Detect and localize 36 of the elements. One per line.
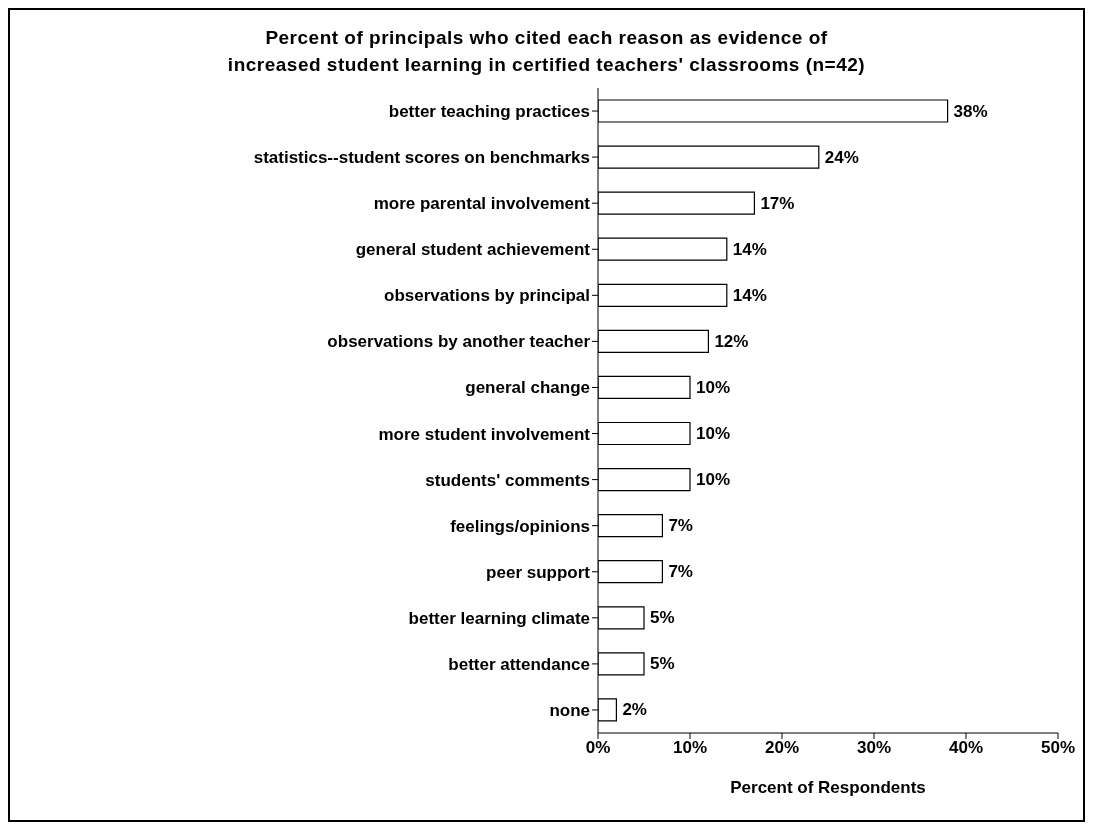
data-label: 5% [650, 654, 675, 674]
y-tick-label: more parental involvement [373, 194, 591, 214]
data-label: 14% [732, 285, 767, 305]
chart-title: Percent of principals who cited each reason as evidence of increased student learning in certified teachers' classrooms (n=42) [226, 26, 867, 77]
y-tick-label: peer support [486, 562, 591, 582]
data-label: 10% [696, 377, 731, 397]
x-tick-label: 10% [672, 738, 708, 758]
data-label: 10% [696, 470, 731, 490]
y-tick-label: feelings/opinions [450, 516, 590, 536]
data-label: 38% [953, 101, 988, 121]
x-tick-label: 0% [585, 738, 611, 758]
data-label: 14% [732, 239, 767, 259]
y-tick-label: general change [465, 378, 590, 398]
y-tick-label: better attendance [448, 654, 590, 674]
x-tick-label: 20% [764, 738, 800, 758]
y-tick-label: students' comments [425, 470, 590, 490]
y-tick-label: none [549, 701, 590, 720]
y-tick-label: better teaching practices [388, 102, 590, 122]
data-label: 5% [650, 608, 675, 628]
y-tick-label: statistics--student scores on benchmarks [253, 148, 590, 168]
x-tick-label: 50% [1040, 738, 1076, 758]
y-tick-label: better learning climate [408, 608, 590, 628]
data-label: 12% [714, 331, 749, 351]
x-tick-label: 30% [856, 738, 892, 758]
data-label: 10% [696, 424, 731, 443]
data-label: 7% [668, 516, 693, 536]
data-label: 24% [824, 147, 859, 167]
x-axis-title: Percent of Respondents [730, 778, 926, 797]
y-tick-label: observations by principal [384, 286, 590, 306]
y-tick-label: more student involvement [378, 424, 591, 444]
data-label: 17% [760, 193, 795, 213]
x-tick-label: 40% [948, 738, 984, 758]
y-tick-label: observations by another teacher [327, 332, 591, 352]
data-label: 2% [622, 700, 647, 720]
y-tick-label: general student achievement [355, 240, 591, 260]
data-label: 7% [668, 562, 693, 582]
